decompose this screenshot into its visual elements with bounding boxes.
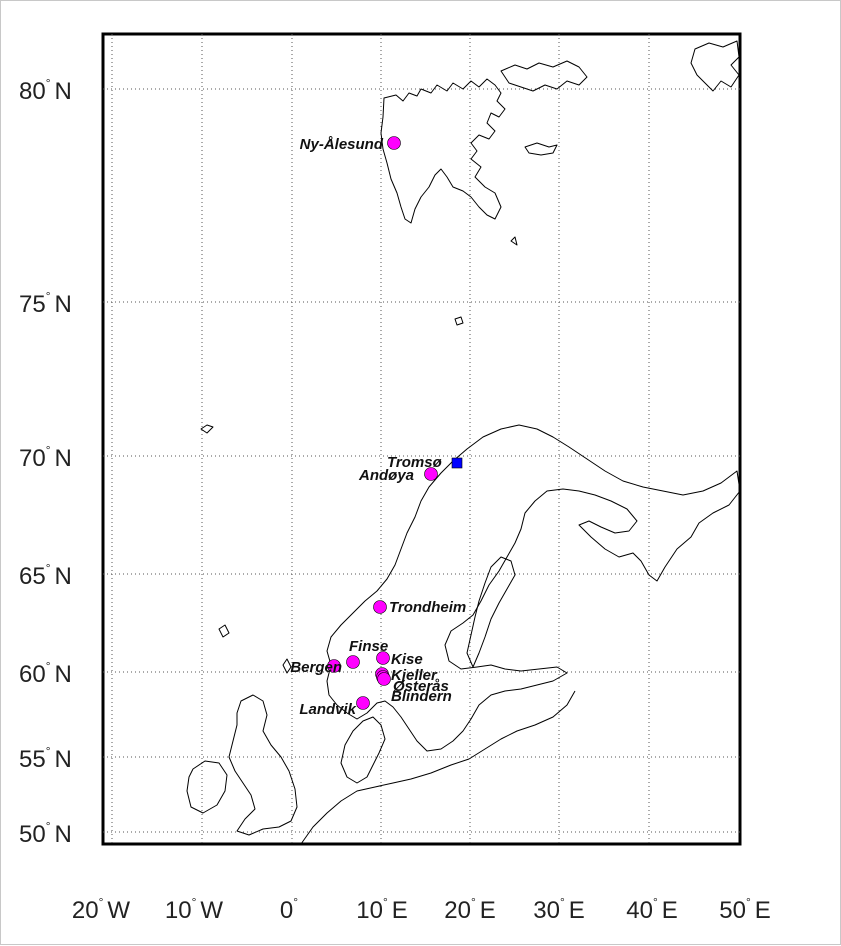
lon-label-10w: 10° W xyxy=(165,895,224,924)
lat-label-65: 65° N xyxy=(19,561,72,590)
station-label-kise: Kise xyxy=(391,651,423,668)
station-label-landvik: Landvik xyxy=(299,701,356,718)
lat-label-75: 75° N xyxy=(19,289,72,318)
station-label-blindern: Blindern xyxy=(391,688,452,705)
franz-josef-land-coast xyxy=(690,40,740,92)
lat-label-60: 60° N xyxy=(19,659,72,688)
bjornoya-coast xyxy=(454,316,464,326)
kong-karls-land-coast xyxy=(524,142,558,156)
station-marker-tromso xyxy=(451,457,463,469)
shetland-coast xyxy=(282,658,292,674)
station-label-kjeller: Kjeller xyxy=(391,667,438,684)
map-frame xyxy=(101,32,742,846)
station-label-ny-alesund: Ny-Ålesund xyxy=(300,136,384,153)
station-marker-trondheim xyxy=(373,600,387,614)
latitude-labels: 80° N 75° N 70° N 65° N 60° N 55° N 50° N xyxy=(19,76,72,848)
graticule xyxy=(103,34,740,844)
lon-label-30e: 30° E xyxy=(533,895,585,924)
lon-label-40e: 40° E xyxy=(626,895,678,924)
denmark-coast xyxy=(340,716,386,784)
station-marker-andoya xyxy=(424,467,438,481)
lat-label-70: 70° N xyxy=(19,443,72,472)
longitude-labels: 20° W 10° W 0° 10° E 20° E 30° E 40° E 50° E xyxy=(72,895,771,924)
svalbard-coast xyxy=(380,78,506,224)
station-marker-landvik xyxy=(356,696,370,710)
hopen-coast xyxy=(510,236,518,246)
station-label-finse: Finse xyxy=(349,638,388,655)
lat-label-50: 50° N xyxy=(19,819,72,848)
lat-label-80: 80° N xyxy=(19,76,72,105)
faroe-coast xyxy=(218,624,230,638)
nordaustlandet-coast xyxy=(500,60,588,92)
ireland-coast xyxy=(186,760,228,814)
great-britain-coast xyxy=(228,694,298,836)
station-marker-ny-alesund xyxy=(387,136,401,150)
station-label-andoya: Andøya xyxy=(358,467,414,484)
station-marker-bergen xyxy=(327,659,341,673)
continental-coast xyxy=(300,690,576,845)
station-marker-blindern xyxy=(377,672,391,686)
station-label-bergen: Bergen xyxy=(290,659,342,676)
lon-label-20e: 20° E xyxy=(444,895,496,924)
station-label-tromso: Tromsø xyxy=(387,454,442,471)
station-marker-finse xyxy=(346,655,360,669)
lon-label-20w: 20° W xyxy=(72,895,131,924)
coastlines xyxy=(186,40,741,845)
scandinavia-coast xyxy=(326,424,741,752)
lon-label-50e: 50° E xyxy=(719,895,771,924)
jan-mayen-coast xyxy=(200,424,214,434)
station-label-osteras: Østerås xyxy=(393,678,449,695)
lon-label-0: 0° xyxy=(280,895,298,924)
station-marker-kise xyxy=(376,651,390,665)
lon-label-10e: 10° E xyxy=(356,895,408,924)
lat-label-55: 55° N xyxy=(19,744,72,773)
station-label-trondheim: Trondheim xyxy=(389,599,466,616)
gulf-of-bothnia-coast xyxy=(466,556,516,668)
